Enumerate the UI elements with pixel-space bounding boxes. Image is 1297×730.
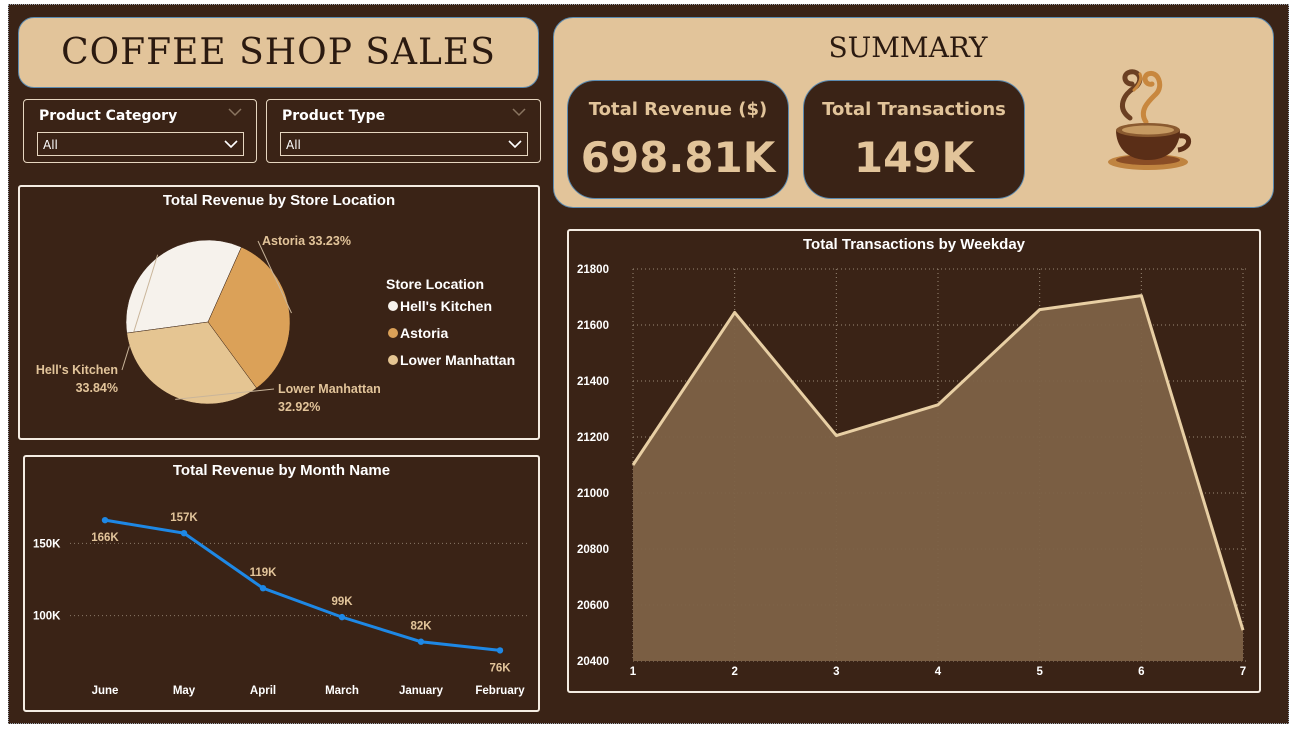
data-label: 166K [91,532,119,544]
x-tick-label: February [475,685,525,697]
kpi-total-revenue: Total Revenue ($) 698.81K [567,80,789,199]
chevron-down-icon[interactable] [224,138,238,150]
data-label: 33.84% [76,381,118,395]
x-tick-label: April [250,685,276,697]
product-category-dropdown[interactable]: All [37,132,244,156]
kpi-label: Total Transactions [822,99,1006,120]
x-tick-label: June [92,685,119,697]
pie-slice-astoria [207,246,291,389]
revenue-by-store-panel: Total Revenue by Store Location Hell's K… [18,185,540,440]
y-tick-label: 21600 [577,320,609,332]
leader-line [121,254,159,371]
dashboard-title: COFFEE SHOP SALES [61,32,496,73]
chart-title: Total Revenue by Month Name [172,462,391,479]
chart-title: Total Transactions by Weekday [802,236,1026,253]
data-point [496,647,504,654]
y-tick-label: 20400 [577,656,609,668]
chart-title: Total Revenue by Store Location [162,192,396,209]
x-tick-label: 1 [630,666,637,678]
data-label: 99K [331,596,353,608]
x-tick-label: 5 [1036,666,1043,678]
dashboard-title-box: COFFEE SHOP SALES [18,17,539,88]
product-category-slicer[interactable]: Product Category All [23,99,257,163]
legend-title: Store Location [386,276,484,292]
y-tick-label: 21200 [577,432,609,444]
data-label: Hell's Kitchen [36,363,118,377]
leader-line [175,388,275,400]
chevron-down-icon[interactable] [508,138,522,150]
data-label: 76K [489,662,511,674]
series-line [631,294,1245,631]
y-tick-label: 21800 [577,264,609,276]
product-type-dropdown[interactable]: All [280,132,528,156]
coffee-cup-icon [1108,69,1192,170]
summary-panel: SUMMARY Total Revenue ($) 698.81K Total … [553,17,1274,208]
x-tick-label: March [325,685,359,697]
data-point [417,638,425,645]
data-label: Lower Manhattan [278,382,381,396]
kpi-value: 698.81K [580,133,776,182]
y-tick-label: 100K [33,611,61,623]
pie-slice-lower-manhattan [126,321,257,405]
x-tick-label: May [173,685,196,697]
y-tick-label: 21400 [577,376,609,388]
revenue-by-store-pie: Hell's Kitchen 33.84% Astoria 33.23% Lower … [36,234,515,414]
x-tick-label: 6 [1138,666,1144,678]
data-point [180,529,188,537]
legend-entry: Lower Manhattan [400,352,515,368]
slicer-label: Product Category [39,108,178,124]
transactions-by-weekday-area-chart: 20400 20600 20800 21000 21200 21400 21600 21800… [577,264,1247,678]
legend-entry: Hell's Kitchen [400,298,492,314]
data-label: 157K [170,512,198,524]
data-point [101,516,109,524]
data-label: Astoria 33.23% [262,234,351,248]
summary-title: SUMMARY [828,31,988,64]
x-tick-label: 2 [731,666,737,678]
chevron-down-icon[interactable] [228,107,242,117]
series-area [633,295,1243,661]
product-type-slicer[interactable]: Product Type All [266,99,541,163]
x-tick-label: 4 [935,666,942,678]
legend-marker [388,328,398,338]
series-line [104,518,501,652]
dropdown-value: All [43,138,58,152]
revenue-by-month-panel: Total Revenue by Month Name 100K 150K 166K… [23,455,540,712]
kpi-total-transactions: Total Transactions 149K [803,80,1025,199]
transactions-by-weekday-panel: Total Transactions by Weekday 20400 20600… [567,229,1261,693]
y-tick-label: 20600 [577,600,609,612]
data-point [259,584,267,592]
chevron-down-icon[interactable] [512,107,526,117]
y-tick-label: 20800 [577,544,609,556]
data-point [338,613,346,621]
x-tick-label: 7 [1240,666,1246,678]
legend-entry: Astoria [400,325,448,341]
x-tick-label: January [399,685,444,697]
data-label: 32.92% [278,400,320,414]
slicer-label: Product Type [282,108,386,124]
kpi-label: Total Revenue ($) [588,99,768,120]
x-tick-label: 3 [833,666,839,678]
data-label: 119K [250,567,278,579]
legend-marker [388,355,398,365]
data-label: 82K [410,621,432,633]
kpi-value: 149K [853,133,975,182]
leader-line [257,240,292,314]
dropdown-value: All [286,138,301,152]
y-tick-label: 150K [33,538,61,550]
y-tick-label: 21000 [577,488,609,500]
revenue-by-month-line-chart: 100K 150K 166K June 157K May 119K April 99K March… [33,512,530,697]
legend-marker [388,301,398,311]
